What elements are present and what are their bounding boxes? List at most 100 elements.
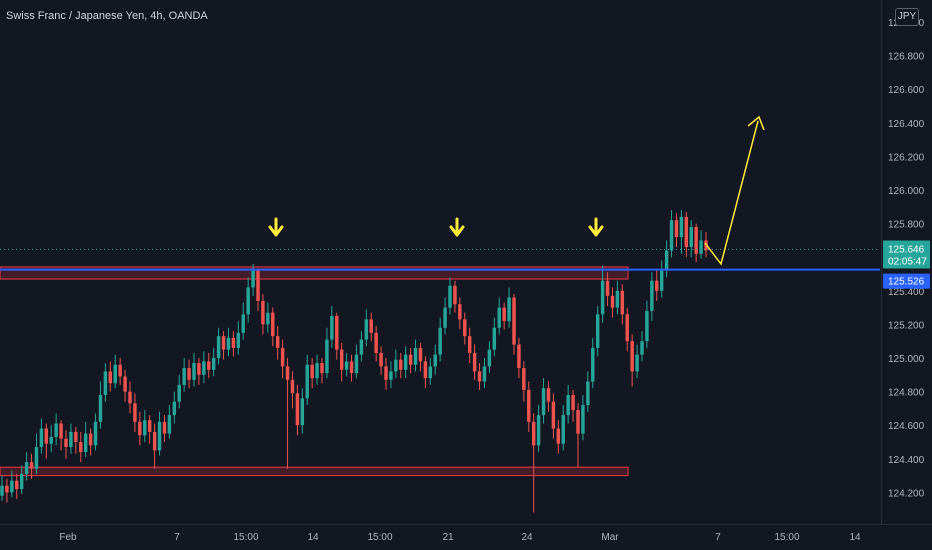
candle-body	[261, 300, 265, 325]
candle-body	[576, 410, 580, 434]
support-price-tag-bg	[883, 273, 930, 289]
y-tick-label: 126.200	[888, 152, 925, 163]
candle-body	[482, 366, 487, 382]
candle-body	[443, 307, 447, 328]
candle-body	[635, 354, 639, 372]
candle-body	[699, 240, 703, 254]
candle-body	[44, 428, 49, 444]
candle-body	[266, 312, 270, 325]
candle-body	[74, 431, 78, 442]
candle-body	[118, 364, 122, 377]
symbol-title: Swiss Franc / Japanese Yen, 4h, OANDA	[6, 10, 208, 22]
x-tick-label: 24	[521, 532, 533, 543]
arrow-head	[449, 225, 465, 237]
candle-body	[399, 359, 403, 370]
candle-body	[541, 388, 546, 416]
price-axis-divider	[881, 0, 882, 524]
candle-body	[497, 307, 501, 328]
candle-body	[374, 332, 378, 353]
candle-body	[556, 428, 561, 444]
projection-path	[704, 115, 765, 266]
candle-body	[630, 341, 634, 372]
candle-body	[5, 485, 9, 493]
support-price-tag: 125.526	[883, 273, 930, 289]
y-tick-label: 126.400	[888, 119, 925, 130]
candle-body	[138, 421, 142, 436]
candle-body	[123, 376, 127, 392]
candle-body	[113, 364, 117, 384]
candle-body	[133, 403, 137, 422]
candle-body	[354, 354, 359, 374]
candle-body	[285, 366, 290, 380]
candle-body	[162, 421, 167, 434]
candle-body	[586, 381, 590, 406]
candle-body	[177, 384, 181, 402]
countdown-label: 02:05:47	[888, 256, 927, 267]
candle-body	[674, 220, 679, 238]
candle-body	[207, 361, 211, 370]
y-tick-label: 126.000	[888, 186, 925, 197]
currency-button[interactable]: JPY	[895, 8, 919, 26]
candle-body	[226, 337, 231, 350]
candle-body	[389, 371, 393, 380]
candle-body	[325, 339, 329, 374]
candle-body	[689, 226, 693, 248]
annotations-layer	[268, 115, 765, 266]
candle-body	[0, 485, 4, 496]
candle-body	[394, 359, 398, 372]
arrow-head	[268, 225, 284, 237]
candle-body	[256, 270, 260, 301]
candle-body	[93, 421, 98, 446]
candle-body	[433, 354, 437, 367]
candle-body	[54, 423, 58, 437]
candle-body	[640, 341, 644, 355]
candle-body	[418, 347, 423, 362]
candle-body	[34, 447, 39, 469]
candle-body	[615, 290, 620, 308]
candle-body	[83, 433, 88, 453]
y-tick-label: 124.400	[888, 455, 925, 466]
candle-body	[610, 295, 615, 308]
candle-body	[655, 280, 659, 291]
candle-body	[645, 310, 649, 342]
x-tick-label: 7	[174, 532, 180, 543]
time-axis-divider	[0, 524, 932, 525]
candles-layer	[0, 210, 708, 513]
candle-body	[152, 431, 157, 451]
candle-body	[369, 319, 373, 333]
candle-body	[24, 462, 29, 474]
candle-body	[413, 347, 418, 365]
y-tick-label: 125.200	[888, 320, 925, 331]
y-tick-label: 125.400	[888, 287, 925, 298]
candle-body	[64, 438, 68, 448]
candle-body	[236, 332, 241, 348]
candle-body	[364, 319, 369, 340]
projection-line	[704, 120, 759, 266]
candle-body	[251, 270, 255, 288]
last-price-tag-bg	[883, 240, 930, 269]
candle-body	[59, 423, 63, 439]
candle-body	[502, 307, 506, 322]
candle-body	[79, 442, 83, 453]
candle-body	[650, 280, 654, 311]
candle-body	[472, 352, 477, 372]
candle-body	[320, 363, 324, 374]
candle-body	[694, 226, 698, 254]
candle-body	[10, 480, 14, 493]
candle-body	[684, 216, 689, 248]
candle-body	[280, 347, 285, 367]
candle-body	[241, 314, 245, 333]
y-tick-label: 124.800	[888, 388, 925, 399]
candle-body	[379, 352, 383, 367]
down-arrow-icon	[588, 217, 604, 237]
candle-body	[172, 401, 177, 416]
candle-body	[487, 349, 492, 367]
candle-body	[522, 368, 526, 390]
candle-body	[339, 349, 344, 370]
candle-body	[467, 336, 472, 353]
candle-body	[477, 371, 482, 382]
candle-body	[295, 393, 300, 426]
candle-body	[527, 389, 531, 422]
